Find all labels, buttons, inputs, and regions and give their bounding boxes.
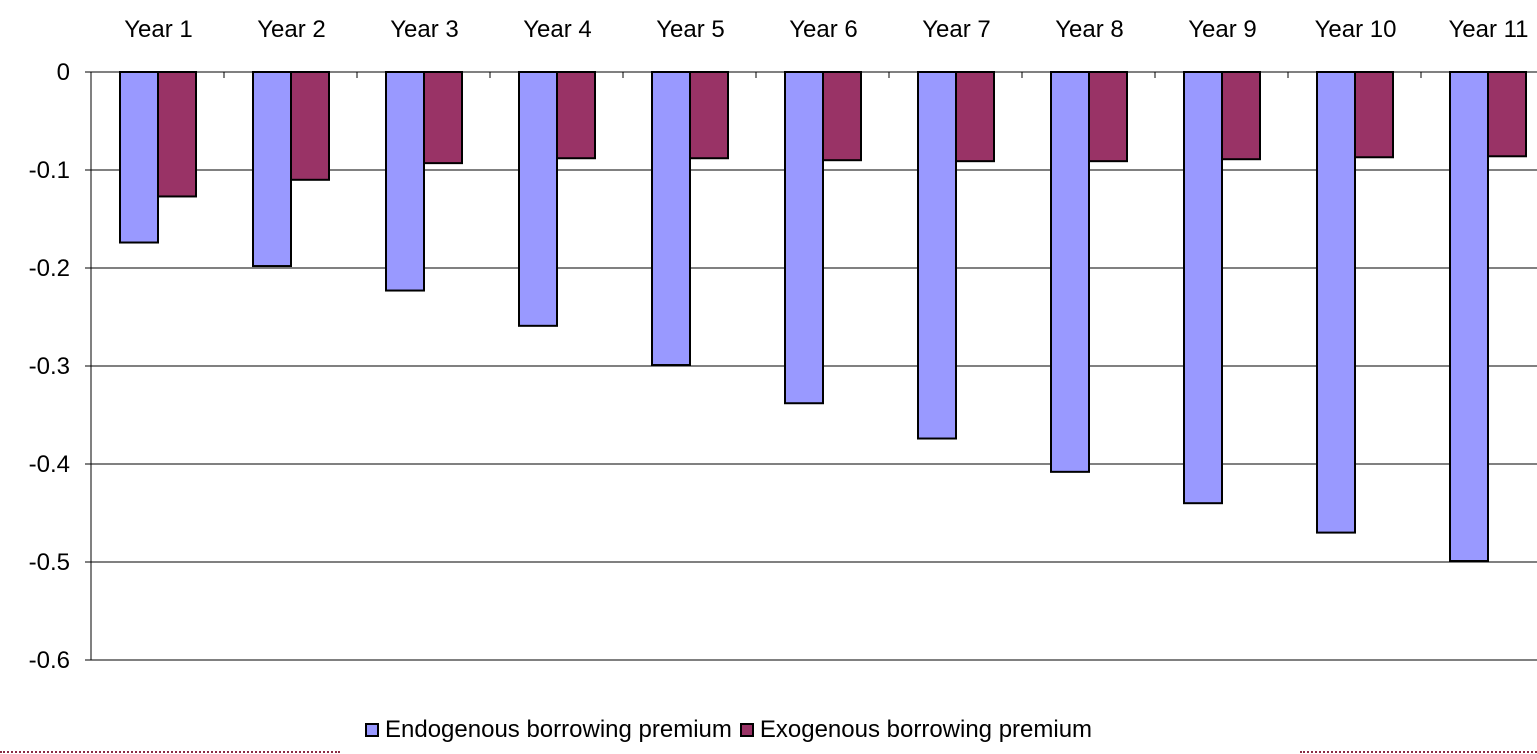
x-tick-label: Year 2 <box>257 16 326 43</box>
y-tick-label: -0.5 <box>29 549 70 576</box>
bar-exogenous-1 <box>157 71 197 198</box>
y-tick-label: -0.6 <box>29 647 70 674</box>
x-tick-label: Year 6 <box>789 16 858 43</box>
legend-row: Endogenous borrowing premium Exogenous b… <box>365 716 1100 744</box>
legend-item-exogenous: Exogenous borrowing premium <box>739 716 1093 744</box>
bars <box>119 71 1527 563</box>
legend-swatch-exogenous <box>739 723 754 737</box>
axes <box>85 71 1537 661</box>
bar-endogenous-3 <box>385 71 425 292</box>
bar-chart: 0 -0.1 -0.2 -0.3 -0.4 -0.5 -0.6 Year 1 Year 2 Yea… <box>29 16 1537 674</box>
bar-exogenous-8 <box>1088 71 1128 163</box>
x-tick-label: Year 3 <box>390 16 459 43</box>
bar-endogenous-11 <box>1449 71 1489 563</box>
bar-endogenous-5 <box>651 71 691 367</box>
y-tick-label: -0.1 <box>29 157 70 184</box>
bar-endogenous-4 <box>518 71 558 327</box>
bar-endogenous-7 <box>917 71 957 440</box>
y-tick-label: -0.4 <box>29 451 70 478</box>
y-tick-label: 0 <box>57 59 70 86</box>
bar-exogenous-2 <box>290 71 330 181</box>
bar-endogenous-10 <box>1316 71 1356 534</box>
bar-exogenous-9 <box>1221 71 1261 161</box>
x-tick-label: Year 10 <box>1315 16 1397 43</box>
x-tick-label: Year 4 <box>523 16 592 43</box>
legend-dotted-line-right <box>1300 751 1537 753</box>
bar-endogenous-9 <box>1183 71 1223 505</box>
legend-dotted-line-left <box>0 751 340 753</box>
x-tick-label: Year 5 <box>656 16 725 43</box>
bar-exogenous-5 <box>689 71 729 160</box>
bar-exogenous-7 <box>955 71 995 163</box>
bar-exogenous-11 <box>1487 71 1527 158</box>
legend: Endogenous borrowing premium Exogenous b… <box>0 716 1537 754</box>
legend-label-exogenous: Exogenous borrowing premium <box>759 716 1093 743</box>
y-tick-label: -0.3 <box>29 353 70 380</box>
bar-endogenous-1 <box>119 71 159 244</box>
x-tick-label: Year 7 <box>922 16 991 43</box>
bar-exogenous-3 <box>423 71 463 165</box>
tick-labels: 0 -0.1 -0.2 -0.3 -0.4 -0.5 -0.6 Year 1 Year 2 Yea… <box>29 16 1529 674</box>
bar-exogenous-10 <box>1354 71 1394 159</box>
bar-endogenous-8 <box>1050 71 1090 473</box>
x-tick-label: Year 9 <box>1188 16 1257 43</box>
x-tick-label: Year 8 <box>1055 16 1124 43</box>
bar-endogenous-6 <box>784 71 824 405</box>
x-tick-label: Year 1 <box>124 16 193 43</box>
legend-label-endogenous: Endogenous borrowing premium <box>385 716 732 743</box>
bar-endogenous-2 <box>252 71 292 268</box>
bar-exogenous-6 <box>822 71 862 162</box>
x-tick-label: Year 11 <box>1448 16 1528 43</box>
y-tick-label: -0.2 <box>29 255 70 282</box>
bar-exogenous-4 <box>556 71 596 160</box>
legend-item-endogenous: Endogenous borrowing premium <box>365 716 732 744</box>
legend-swatch-endogenous <box>365 723 379 737</box>
